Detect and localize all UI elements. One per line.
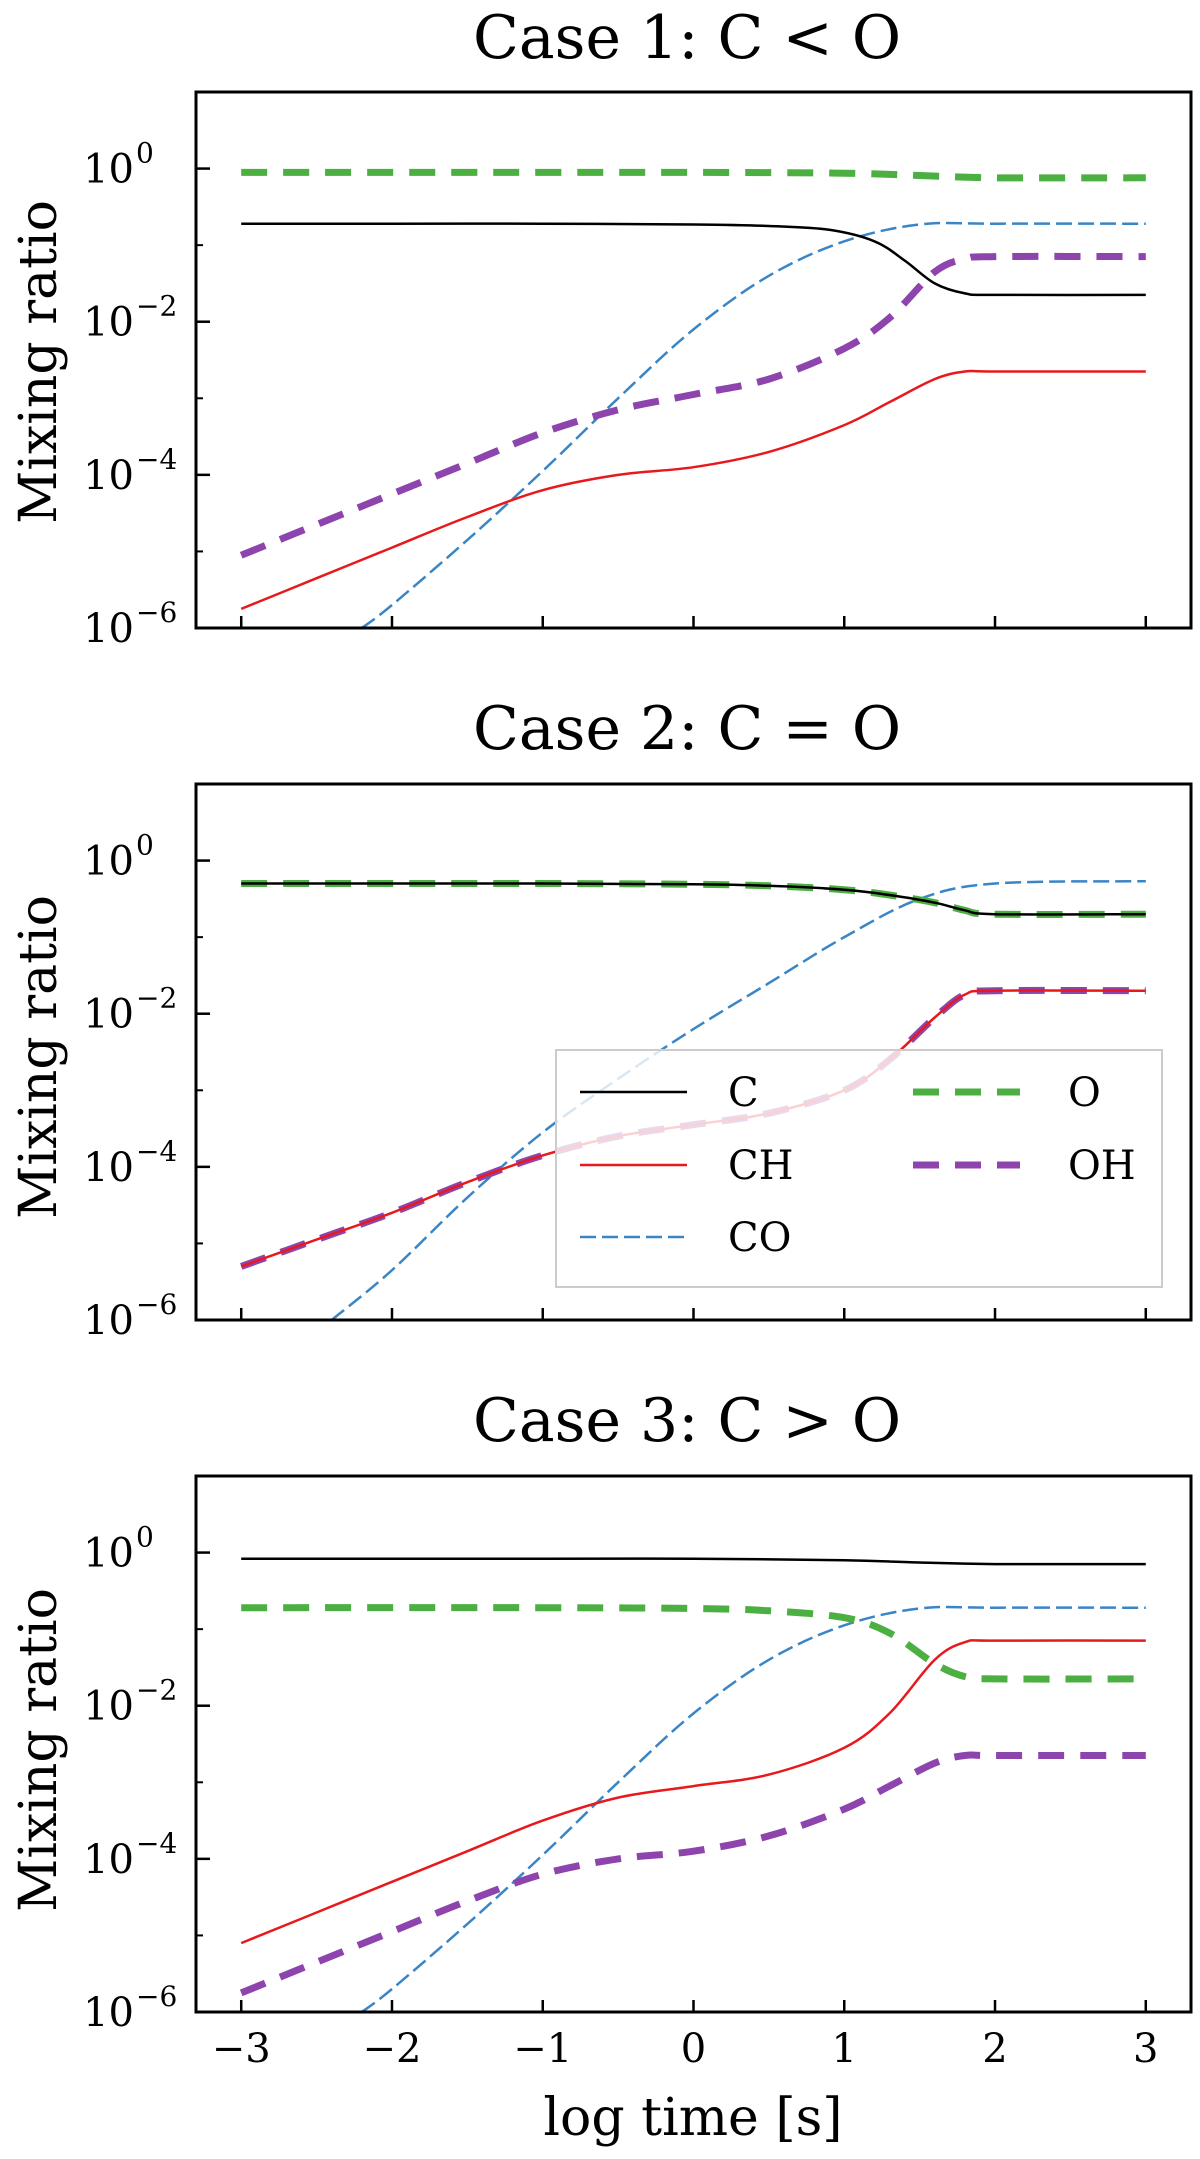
svg-text:0: 0 [136, 1521, 154, 1554]
panel-title: Case 2: C = O [473, 694, 901, 764]
svg-text:10: 10 [83, 1990, 134, 2036]
svg-text:10: 10 [83, 1298, 134, 1344]
x-tick-label: −2 [363, 2026, 422, 2072]
svg-text:−4: −4 [136, 443, 177, 476]
svg-text:−4: −4 [136, 1135, 177, 1168]
legend-label-ch: CH [728, 1143, 794, 1189]
series-line-ch [240, 369, 1146, 611]
y-axis-label: Mixing ratio [9, 200, 69, 524]
svg-text:−6: −6 [136, 1980, 177, 2013]
series-layer [239, 168, 1146, 628]
series-line-c [241, 882, 1146, 916]
y-tick-label: 10 −4 [83, 443, 177, 499]
svg-text:10: 10 [83, 453, 134, 499]
legend-label-c: C [728, 1070, 759, 1116]
legend-label-co: CO [728, 1215, 791, 1261]
svg-text:10: 10 [83, 1684, 134, 1730]
svg-text:−6: −6 [136, 596, 177, 629]
svg-text:10: 10 [83, 1531, 134, 1577]
series-line-o [241, 168, 1146, 182]
y-axis-label: Mixing ratio [9, 895, 69, 1219]
y-tick-label: 10 −2 [83, 1674, 177, 1730]
y-tick-label: 10 0 [83, 137, 154, 193]
legend-label-o: O [1068, 1070, 1101, 1116]
series-line-c [241, 1557, 1146, 1566]
panel-case-3: Case 3: C > O Mixing ratio −3 −2 −1 0 1 2 310 0… [9, 1386, 1193, 2072]
svg-text:10: 10 [83, 300, 134, 346]
series-line-co [361, 221, 1146, 628]
series-line-oh [239, 1751, 1146, 1997]
plot-frame [194, 90, 1193, 630]
series-line-ch [240, 1639, 1146, 1945]
svg-text:10: 10 [83, 147, 134, 193]
svg-text:−2: −2 [136, 290, 177, 323]
svg-text:10: 10 [83, 992, 134, 1038]
svg-text:−2: −2 [136, 1674, 177, 1707]
legend-label-oh: OH [1068, 1143, 1136, 1189]
panel-title: Case 3: C > O [473, 1386, 901, 1456]
y-tick-label: 10 −6 [83, 1288, 177, 1344]
panel-title: Case 1: C < O [473, 3, 901, 73]
y-tick-label: 10 −4 [83, 1827, 177, 1883]
y-tick-label: 10 0 [83, 1521, 154, 1577]
svg-text:10: 10 [83, 1145, 134, 1191]
y-tick-label: 10 −6 [83, 596, 177, 652]
series-line-oh [239, 252, 1146, 559]
svg-text:10: 10 [83, 606, 134, 652]
series-layer [239, 1557, 1146, 2012]
svg-text:−6: −6 [136, 1288, 177, 1321]
x-tick-label: 0 [681, 2026, 706, 2072]
svg-text:0: 0 [136, 829, 154, 862]
x-axis-label: log time [s] [543, 2088, 842, 2148]
svg-text:10: 10 [83, 839, 134, 885]
y-tick-label: 10 −2 [83, 290, 177, 346]
x-tick-label: 1 [832, 2026, 857, 2072]
svg-text:10: 10 [83, 1837, 134, 1883]
x-tick-label: −1 [513, 2026, 572, 2072]
x-tick-label: 2 [982, 2026, 1007, 2072]
x-tick-label: 3 [1133, 2026, 1158, 2072]
series-line-co [330, 879, 1146, 1320]
series-line-co [361, 1605, 1146, 2012]
y-tick-label: 10 −6 [83, 1980, 177, 2036]
series-line-c [241, 222, 1146, 297]
y-axis-label: Mixing ratio [9, 1588, 69, 1912]
y-tick-label: 10 0 [83, 829, 154, 885]
svg-text:0: 0 [136, 137, 154, 170]
x-tick-label: −3 [212, 2026, 271, 2072]
svg-text:−2: −2 [136, 982, 177, 1015]
legend-box [555, 1049, 1163, 1288]
plot-frame [194, 1474, 1193, 2014]
series-line-o [241, 1604, 1146, 1683]
y-tick-label: 10 −4 [83, 1135, 177, 1191]
legend: C O CH OH CO [555, 1049, 1163, 1288]
plot-frame [194, 782, 1193, 1322]
svg-text:−4: −4 [136, 1827, 177, 1860]
y-tick-label: 10 −2 [83, 982, 177, 1038]
